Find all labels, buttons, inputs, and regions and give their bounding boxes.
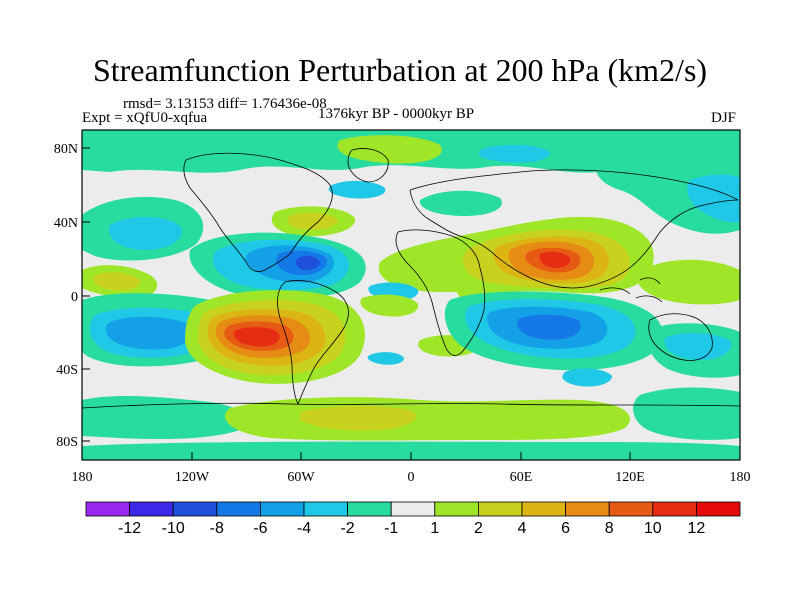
colorbar-box <box>434 501 479 517</box>
colorbar-label: 10 <box>644 520 662 537</box>
coastlines <box>82 148 740 409</box>
colorbar-label: -8 <box>210 520 224 537</box>
colorbar-box <box>521 501 566 517</box>
colorbar-label: -2 <box>340 520 354 537</box>
lon-tick-label: 180 <box>730 470 751 485</box>
colorbar-box <box>347 501 392 517</box>
colorbar-box <box>390 501 436 517</box>
contour-southern-green <box>82 396 246 440</box>
colorbar-label: 4 <box>518 520 527 537</box>
contour-westpacific-yellow <box>637 259 740 305</box>
colorbar-label: -1 <box>384 520 398 537</box>
lon-tick-label: 180 <box>72 470 93 485</box>
contour-indian-blue <box>517 314 581 340</box>
colorbar-label: 12 <box>688 520 706 537</box>
coast-south-america <box>277 280 349 405</box>
contour-westatlantic-ochre <box>287 212 338 230</box>
experiment-label: Expt = xQfU0-xqfua <box>82 110 208 126</box>
lat-tick-label: 40S <box>56 363 78 378</box>
contour-arctic-cyan <box>328 180 386 199</box>
contour-eqpacific-ochre <box>93 272 141 291</box>
colorbar-box <box>565 501 610 517</box>
colorbar-label: 8 <box>605 520 614 537</box>
colorbar-label: -12 <box>118 520 141 537</box>
contour-caribbean-darkblue <box>295 255 320 271</box>
contour-eurasia-red <box>539 251 571 268</box>
coast-north-america <box>183 152 333 272</box>
lon-tick-label: 60W <box>287 470 315 485</box>
coast-eurasia <box>409 169 739 289</box>
colorbar-box <box>259 501 305 517</box>
colorbar-box <box>216 501 261 517</box>
contour-arctic-yellowgreen <box>337 135 442 164</box>
colorbar-label: 2 <box>474 520 483 537</box>
colorbar-box <box>172 501 218 517</box>
contour-southern-right-green <box>633 387 740 440</box>
coast-africa <box>395 229 486 356</box>
colorbar-box <box>303 501 348 517</box>
lon-tick-label: 120W <box>175 470 210 485</box>
contour-indian-south-cyan <box>562 368 612 387</box>
colorbar-box <box>608 501 654 517</box>
colorbar: -12 -10 -8 -6 -4 -2 -1 1 2 4 6 8 10 12 <box>85 501 741 537</box>
stats-text: rmsd= 3.13153 diff= 1.76436e-08 <box>123 96 327 112</box>
colorbar-box <box>696 501 741 517</box>
lat-axis: 80N 40N 0 40S 80S <box>54 142 90 450</box>
contour-npacific-cyan <box>109 216 182 250</box>
coast-greenland <box>347 148 389 183</box>
colorbar-label: 6 <box>561 520 570 537</box>
contour-satl-yellow <box>360 294 419 317</box>
lon-axis: 180 120W 60W 0 60E 120E 180 <box>72 452 751 485</box>
season-label: DJF <box>711 110 737 126</box>
map-title: Streamfunction Perturbation at 200 hPa (… <box>92 52 708 88</box>
colorbar-box <box>652 501 697 517</box>
colorbar-label: -4 <box>297 520 311 537</box>
period-label: 1376kyr BP - 0000kyr BP <box>318 106 475 122</box>
contour-atl-south-cyan <box>367 352 404 365</box>
colorbar-label: -10 <box>162 520 185 537</box>
contour-asia-north-cyan <box>687 174 740 223</box>
lon-tick-label: 60E <box>510 470 533 485</box>
lat-tick-label: 0 <box>71 290 78 305</box>
contour-arctic-cyan-2 <box>478 144 551 163</box>
colorbar-label: -6 <box>253 520 267 537</box>
coast-australia <box>648 313 713 361</box>
contour-field <box>82 130 740 460</box>
coast-maritime-continent <box>599 277 663 303</box>
lat-tick-label: 80N <box>54 142 78 157</box>
lat-tick-label: 80S <box>56 435 78 450</box>
lon-tick-label: 0 <box>408 470 415 485</box>
contour-antarctic-green <box>82 441 740 460</box>
colorbar-box <box>477 501 523 517</box>
coast-antarctica <box>82 402 740 409</box>
colorbar-box <box>85 501 130 517</box>
contour-southern-ochre <box>300 405 416 431</box>
colorbar-box <box>129 501 174 517</box>
contour-sh-pacific-lightblue <box>105 316 193 350</box>
lat-tick-label: 40N <box>54 216 78 231</box>
contour-sa-red <box>233 327 280 347</box>
colorbar-label: 1 <box>430 520 439 537</box>
lon-tick-label: 120E <box>615 470 645 485</box>
contour-europe-green <box>419 190 502 216</box>
contour-australia-cyan <box>664 332 732 360</box>
